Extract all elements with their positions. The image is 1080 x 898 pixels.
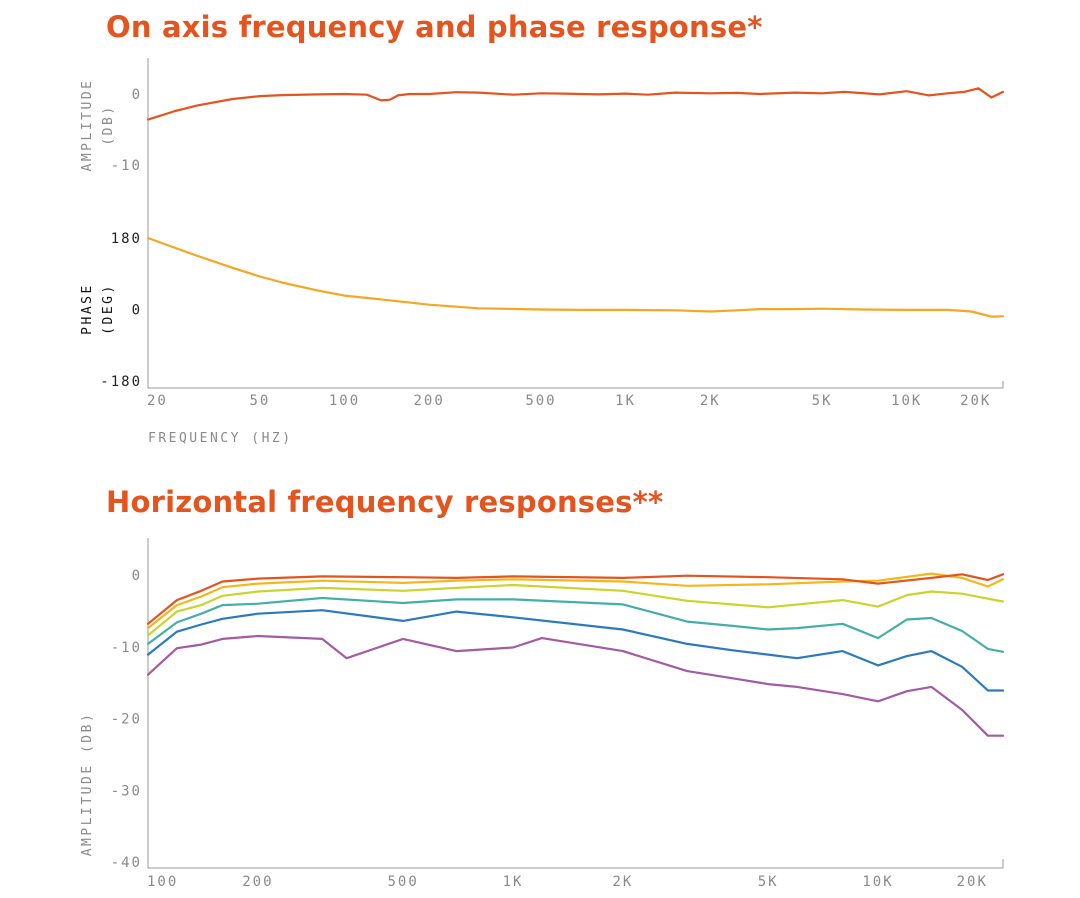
x-tick-label-top: 20K (960, 393, 991, 409)
response-line-5 (146, 609, 1005, 692)
x-tick-label-top: 50 (249, 393, 270, 409)
y-tick-label-bottom: -20 (111, 712, 142, 728)
amplitude-tick-label: -10 (111, 158, 142, 174)
x-tick-label-top: 1K (615, 393, 636, 409)
response-line-4 (146, 596, 1005, 653)
amplitude-axis-unit: (DB) (101, 104, 116, 145)
x-tick-label-top: 2K (700, 393, 721, 409)
amplitude-tick-label: 0 (132, 87, 142, 103)
y-tick-label-bottom: -40 (111, 855, 142, 871)
x-tick-label-top: 10K (891, 393, 922, 409)
chart-title-on-axis: On axis frequency and phase response* (106, 10, 763, 44)
response-line-3 (146, 583, 1005, 637)
amplitude-axis-title: AMPLITUDE (80, 79, 95, 172)
response-line-6 (146, 634, 1005, 737)
x-tick-label-top: 500 (525, 393, 556, 409)
x-axis-title-top: FREQUENCY (HZ) (148, 431, 293, 446)
y-tick-label-bottom: -10 (111, 640, 142, 656)
y-tick-label-bottom: -30 (111, 783, 142, 799)
phase-tick-label: -180 (100, 374, 142, 390)
x-tick-label-top: 5K (812, 393, 833, 409)
x-tick-label-bottom: 500 (387, 874, 418, 890)
x-tick-label-top: 100 (329, 393, 360, 409)
chart-title-horizontal: Horizontal frequency responses** (106, 485, 664, 519)
x-tick-label-top: 20 (147, 393, 168, 409)
x-tick-label-bottom: 10K (862, 874, 893, 890)
x-tick-label-bottom: 1K (503, 874, 524, 890)
y-tick-label-bottom: 0 (132, 568, 142, 584)
x-tick-label-bottom: 20K (957, 874, 988, 890)
response-line-1 (146, 573, 1005, 625)
y-axis-title-bottom: AMPLITUDE (DB) (80, 712, 95, 857)
x-tick-label-top: 200 (413, 393, 444, 409)
amplitude-line (146, 87, 1005, 121)
phase-axis-title: PHASE (80, 283, 95, 335)
phase-tick-label: 180 (111, 231, 142, 247)
phase-line (146, 236, 1005, 318)
x-tick-label-bottom: 5K (758, 874, 779, 890)
response-line-2 (146, 572, 1005, 630)
x-tick-label-bottom: 100 (147, 874, 178, 890)
phase-axis-unit: (DEG) (101, 283, 116, 335)
x-tick-label-bottom: 2K (612, 874, 633, 890)
phase-tick-label: 0 (132, 303, 142, 319)
x-tick-label-bottom: 200 (242, 874, 273, 890)
